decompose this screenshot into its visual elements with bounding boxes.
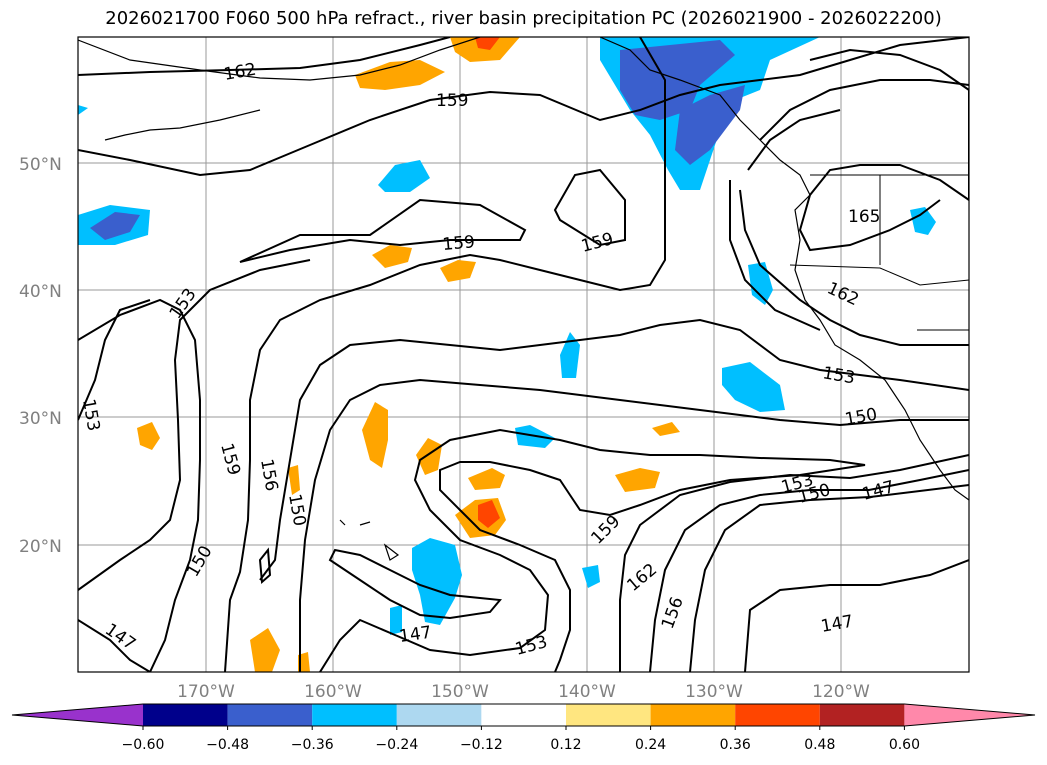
precip-negative-patches	[78, 37, 936, 635]
map-area	[78, 37, 969, 672]
contour-label: 159	[436, 91, 468, 111]
latitude-labels: 50°N 40°N 30°N 20°N	[19, 155, 62, 557]
lat-label: 40°N	[19, 282, 62, 302]
lat-label: 50°N	[19, 155, 62, 175]
colorbar-extend-max	[904, 704, 1035, 726]
colorbar-segment	[819, 704, 905, 726]
lon-label: 130°W	[685, 682, 743, 702]
colorbar-tick-label: 0.60	[889, 737, 920, 753]
colorbar-tick-label: 0.36	[720, 737, 751, 753]
longitude-labels: 170°W 160°W 150°W 140°W 130°W 120°W	[177, 682, 870, 702]
colorbar-segment	[481, 704, 566, 726]
colorbar-tick-label: 0.48	[804, 737, 835, 753]
contour-label: 159	[442, 232, 476, 255]
precip-positive-patches	[137, 37, 680, 672]
lon-label: 120°W	[812, 682, 870, 702]
colorbar: −0.60 −0.48 −0.36 −0.24 −0.12 0.12 0.24 0.36 0.4…	[11, 703, 1036, 753]
lon-label: 160°W	[304, 682, 362, 702]
colorbar-tick-label: −0.60	[122, 737, 165, 753]
lon-label: 150°W	[431, 682, 489, 702]
lon-label: 140°W	[558, 682, 616, 702]
colorbar-segment	[312, 704, 397, 726]
colorbar-segment	[650, 704, 736, 726]
political-borders	[789, 174, 969, 331]
map-frame	[77, 36, 970, 673]
colorbar-tick-label: 0.24	[635, 737, 666, 753]
colorbar-segment	[143, 704, 228, 726]
map-title: 2026021700 F060 500 hPa refract., river …	[105, 8, 942, 29]
contour-label: 165	[848, 207, 880, 227]
colorbar-tick-label: −0.12	[460, 737, 503, 753]
lon-label: 170°W	[177, 682, 235, 702]
colorbar-segment	[735, 704, 820, 726]
colorbar-extend-min	[12, 704, 143, 726]
refractivity-contours	[78, 37, 969, 672]
colorbar-tick-label: 0.12	[550, 737, 581, 753]
lat-label: 30°N	[19, 409, 62, 429]
colorbar-tick-label: −0.36	[291, 737, 334, 753]
colorbar-tick-label: −0.24	[375, 737, 418, 753]
colorbar-segment	[227, 704, 313, 726]
colorbar-tick-label: −0.48	[206, 737, 249, 753]
colorbar-segment	[566, 704, 651, 726]
colorbar-segment	[396, 704, 482, 726]
lat-label: 20°N	[19, 537, 62, 557]
contour-label: 147	[398, 623, 433, 647]
